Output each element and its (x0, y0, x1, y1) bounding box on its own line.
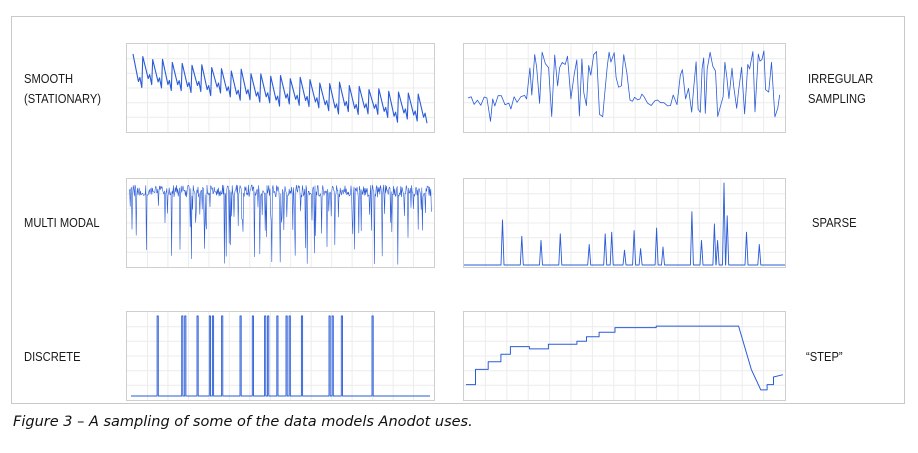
chart-multimodal (126, 178, 435, 268)
chart-multimodal-svg (127, 179, 434, 267)
chart-irregular-svg (464, 44, 785, 132)
label-irregular-line1: IRREGULAR (808, 71, 874, 86)
label-multimodal-line1: MULTI MODAL (24, 215, 100, 230)
chart-sparse-series (464, 182, 785, 266)
label-sparse: SPARSE (812, 213, 857, 233)
chart-multimodal-series (128, 184, 432, 265)
label-smooth: SMOOTH (STATIONARY) (24, 69, 101, 109)
label-irregular-line2: SAMPLING (808, 91, 866, 106)
chart-discrete-svg (127, 312, 434, 400)
chart-sparse-grid (464, 179, 785, 267)
chart-step-grid (464, 312, 785, 400)
chart-smooth-series (132, 53, 428, 124)
label-discrete-line1: DISCRETE (24, 349, 81, 364)
chart-sparse-svg (464, 179, 785, 267)
figure-caption: Figure 3 – A sampling of some of the dat… (13, 414, 473, 430)
label-multimodal: MULTI MODAL (24, 213, 100, 233)
chart-discrete-series (131, 315, 430, 397)
label-step-line1: “STEP” (806, 349, 843, 364)
label-discrete: DISCRETE (24, 347, 81, 367)
label-step: “STEP” (806, 347, 843, 367)
label-smooth-line2: (STATIONARY) (24, 91, 102, 106)
label-irregular: IRREGULAR SAMPLING (808, 69, 873, 109)
chart-sparse (463, 178, 786, 268)
chart-discrete-grid (127, 312, 434, 400)
label-sparse-line1: SPARSE (812, 215, 857, 230)
chart-step-svg (464, 312, 785, 400)
chart-irregular-grid (464, 44, 785, 132)
chart-smooth-grid (127, 44, 434, 132)
chart-smooth-svg (127, 44, 434, 132)
chart-step-series (466, 325, 784, 391)
chart-discrete (126, 311, 435, 401)
chart-irregular (463, 43, 786, 133)
label-smooth-line1: SMOOTH (24, 71, 74, 86)
chart-step (463, 311, 786, 401)
chart-irregular-series (467, 50, 781, 122)
chart-smooth (126, 43, 435, 133)
